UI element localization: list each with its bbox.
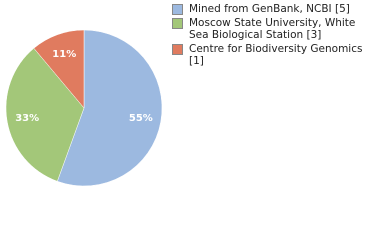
slice-label: 11% xyxy=(52,49,76,60)
legend-swatch xyxy=(172,4,183,15)
legend-item: Centre for Biodiversity Genomics [1] xyxy=(172,43,372,67)
slice-label: 33% xyxy=(15,113,39,124)
legend-item: Moscow State University, White Sea Biolo… xyxy=(172,17,372,41)
legend-swatch xyxy=(172,44,183,55)
legend-item: Mined from GenBank, NCBI [5] xyxy=(172,3,372,15)
chart: 55% 33% 11% xyxy=(5,29,163,187)
legend-label: Centre for Biodiversity Genomics [1] xyxy=(189,43,363,67)
legend-swatch xyxy=(172,18,183,29)
pie-slice xyxy=(5,47,85,182)
slice-label: 55% xyxy=(129,113,153,124)
legend-label: Moscow State University, White Sea Biolo… xyxy=(189,17,356,41)
pie-slice xyxy=(57,29,163,187)
pie-slice xyxy=(33,29,85,109)
legend-label: Mined from GenBank, NCBI [5] xyxy=(189,3,350,15)
legend: Mined from GenBank, NCBI [5] Moscow State… xyxy=(172,3,372,69)
